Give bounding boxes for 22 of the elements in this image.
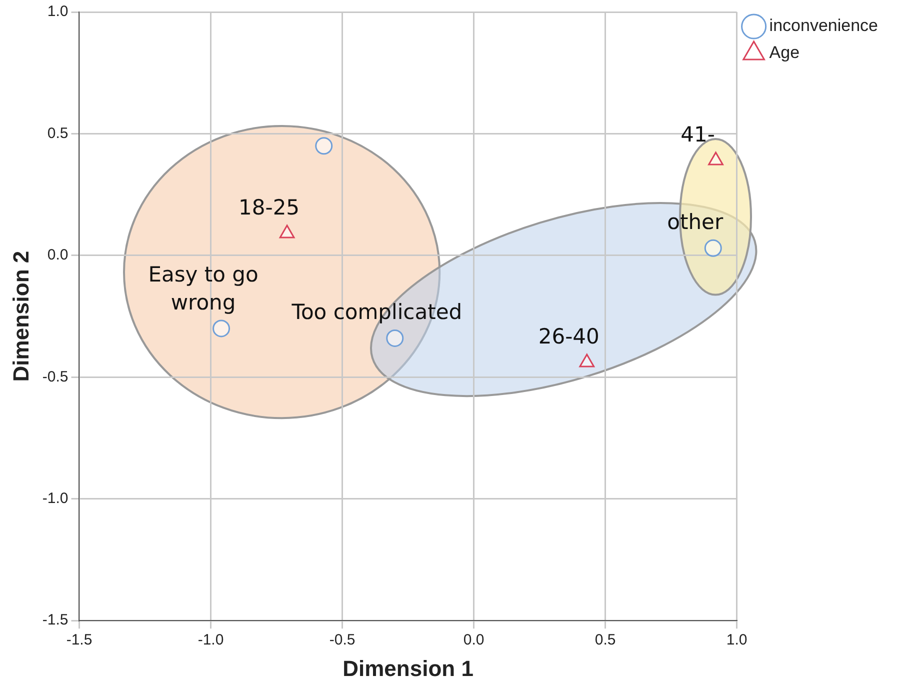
y-tick-label: 1.0	[47, 3, 68, 20]
annotation: Easy to go wrong	[148, 262, 258, 314]
y-tick-label: 0.5	[47, 124, 68, 142]
y-axis-title: Dimension 2	[8, 250, 34, 382]
y-tick-label: 0.0	[47, 246, 68, 264]
x-tick-label: -1.0	[198, 632, 224, 649]
annotation: 18-25	[238, 195, 300, 220]
annotation: Too complicated	[290, 300, 462, 324]
annotation: 41-	[680, 122, 715, 146]
y-tick-label: -1.0	[42, 490, 68, 508]
legend-label: inconvenience	[769, 16, 878, 36]
x-tick-label: 1.0	[726, 632, 748, 649]
legend-label: Age	[769, 43, 800, 62]
x-axis-title: Dimension 1	[342, 656, 474, 681]
x-tick-label: 0.5	[594, 632, 616, 649]
y-tick-label: -0.5	[42, 368, 68, 386]
annotation: 26-40	[538, 324, 600, 349]
annotation: other	[667, 210, 724, 234]
x-tick-label: -0.5	[329, 632, 356, 649]
x-tick-label: -1.5	[66, 632, 92, 649]
x-tick-label: 0.0	[463, 632, 484, 649]
y-tick-label: -1.5	[42, 612, 68, 629]
